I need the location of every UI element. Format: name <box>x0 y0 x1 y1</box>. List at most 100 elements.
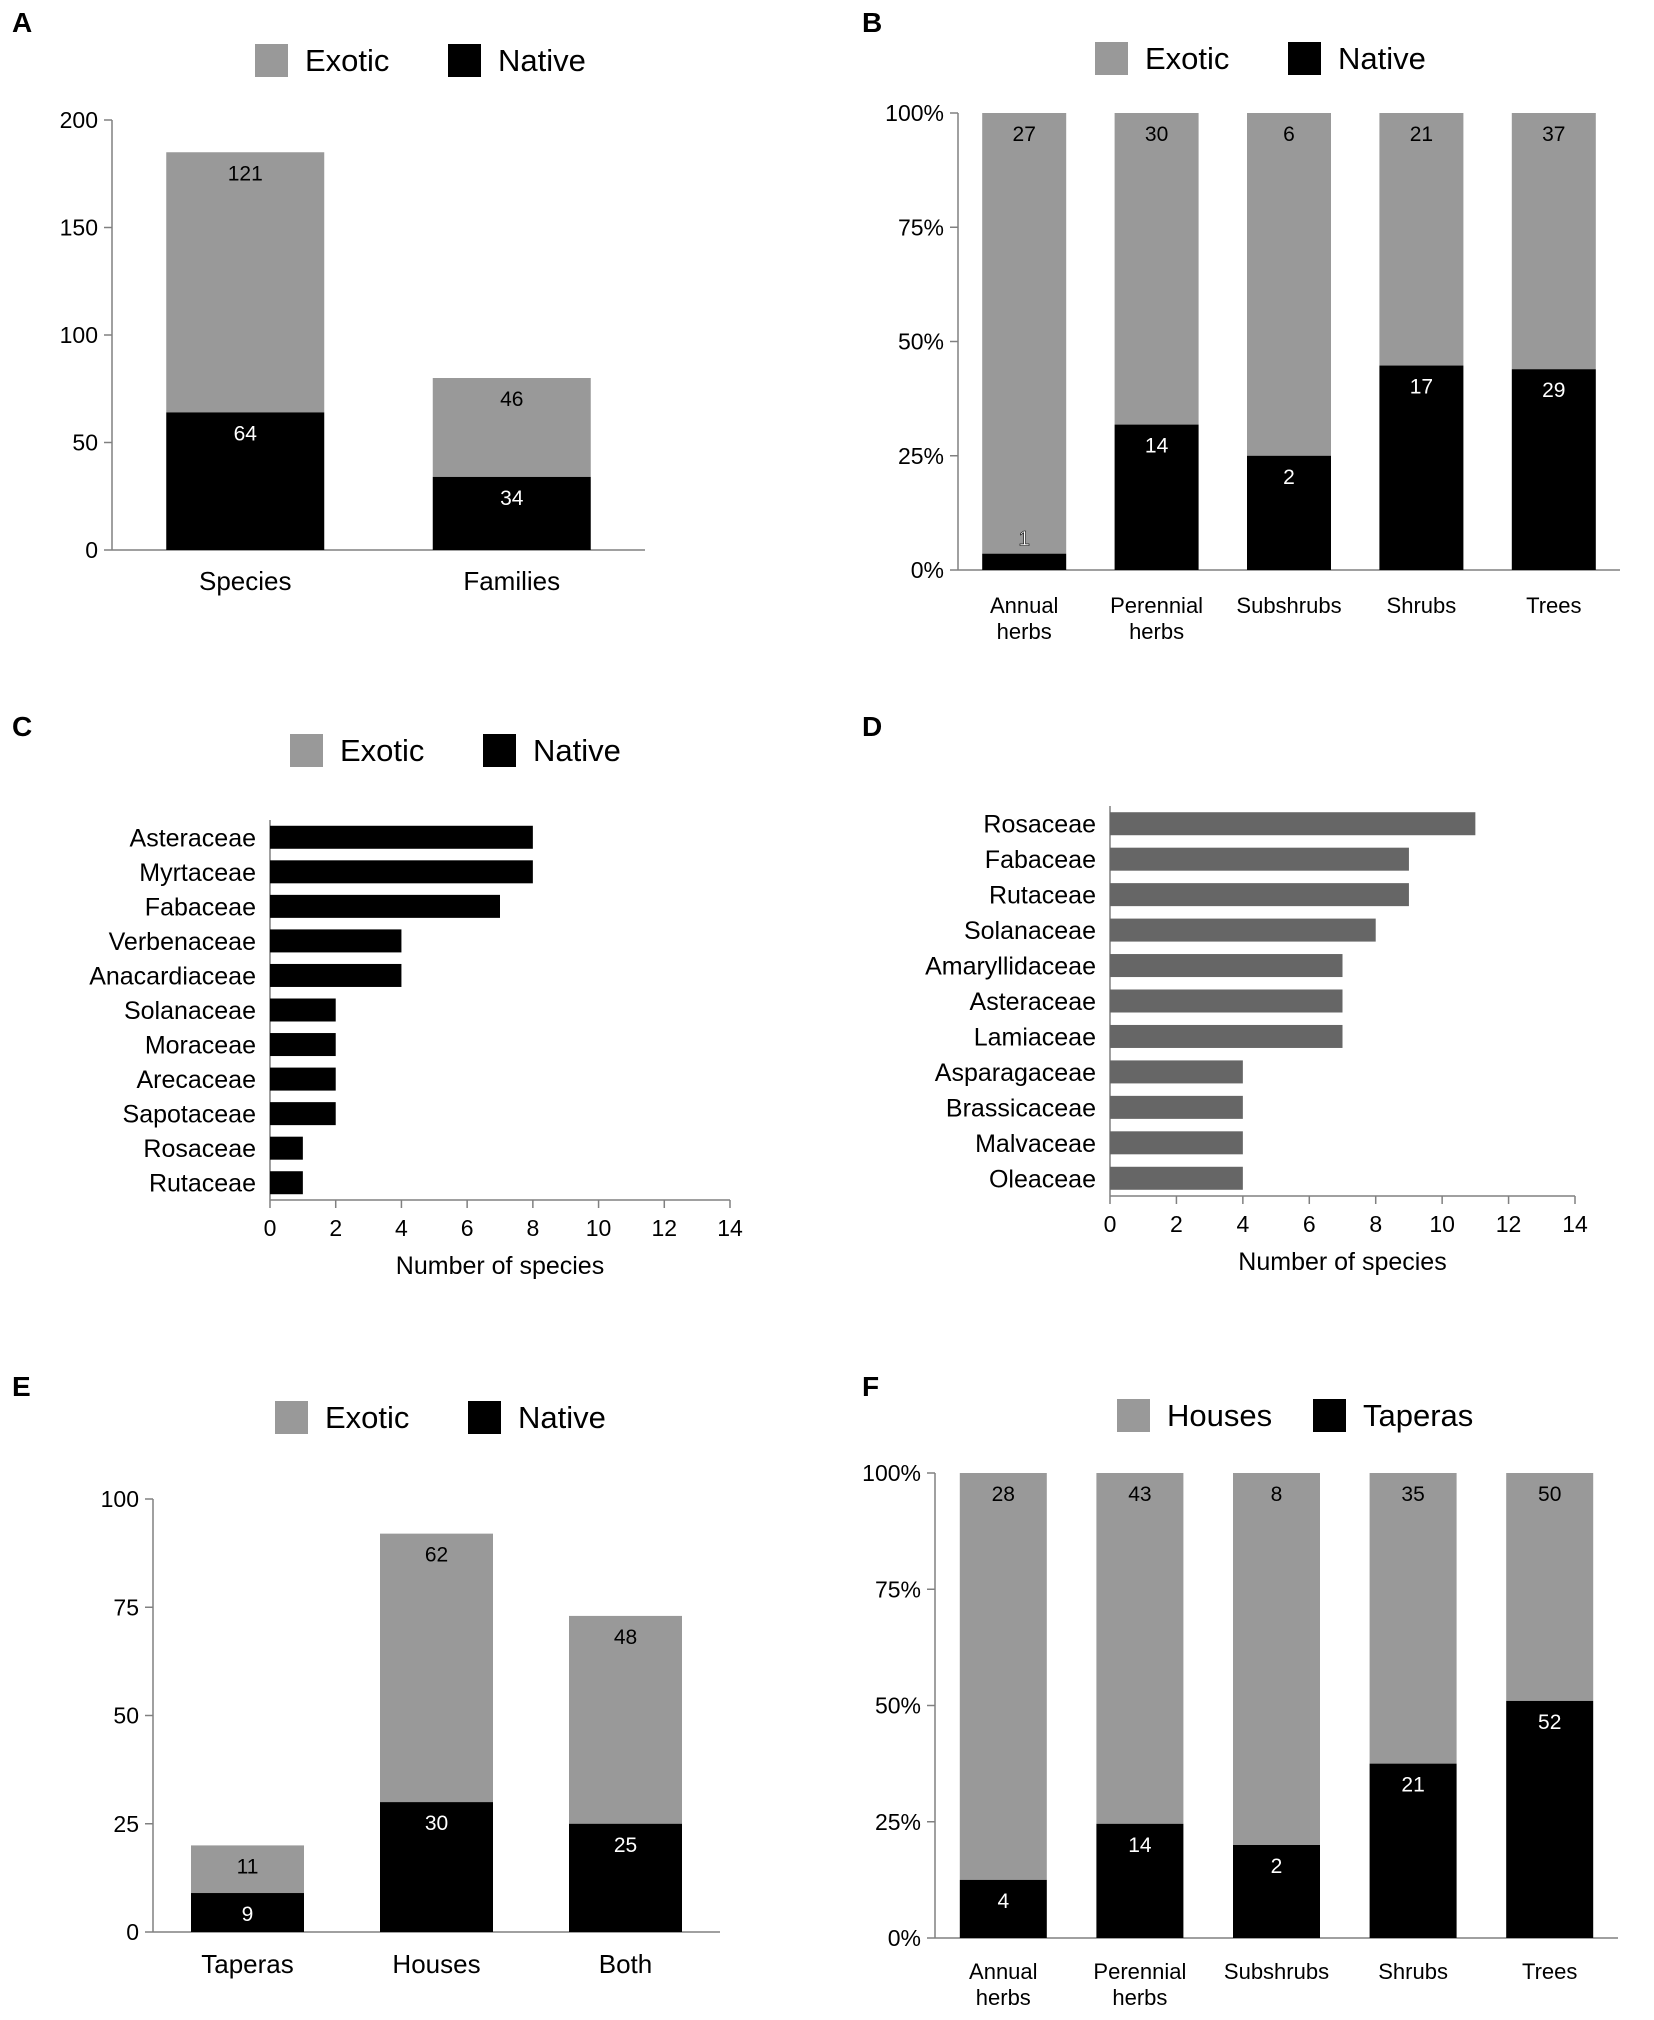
y-tick-label: 100% <box>885 100 944 126</box>
y-tick-label: 0% <box>911 557 944 583</box>
category-label: Species <box>199 566 292 596</box>
bar <box>270 894 500 918</box>
y-tick-label: 100 <box>60 322 98 348</box>
bar-exotic <box>569 1615 682 1824</box>
y-tick-label: 25% <box>898 443 944 469</box>
data-label-native: 14 <box>1145 435 1169 458</box>
bar-native <box>432 476 591 550</box>
data-label-taperas: 4 <box>997 1890 1009 1913</box>
data-label-taperas: 2 <box>1271 1855 1283 1878</box>
panel-letter: A <box>12 7 32 38</box>
bar <box>1110 954 1343 978</box>
category-label: Perennial <box>1110 593 1203 618</box>
family-label: Asparagaceae <box>935 1059 1096 1087</box>
x-tick-label: 0 <box>264 1215 277 1241</box>
legend-swatch-exotic <box>1095 42 1128 75</box>
panel-letter: D <box>862 711 882 742</box>
legend-label-native: Native <box>498 43 586 78</box>
category-label: herbs <box>1112 1985 1167 2010</box>
x-axis-title: Number of species <box>396 1252 604 1280</box>
bar-houses <box>1369 1473 1457 1764</box>
bar <box>1110 989 1343 1013</box>
bar-taperas <box>1369 1763 1457 1938</box>
data-label-taperas: 21 <box>1401 1774 1424 1797</box>
bar-exotic <box>1511 113 1596 370</box>
data-label-exotic: 6 <box>1283 123 1295 146</box>
category-label: Perennial <box>1093 1959 1186 1984</box>
bar-native <box>569 1823 682 1932</box>
data-label-native: 17 <box>1410 376 1433 399</box>
bar-exotic <box>1247 113 1331 456</box>
x-tick-label: 2 <box>329 1215 342 1241</box>
y-tick-label: 50% <box>898 329 944 355</box>
bar-houses <box>1233 1473 1320 1845</box>
data-label-houses: 43 <box>1128 1483 1151 1506</box>
x-tick-label: 0 <box>1104 1211 1117 1237</box>
family-label: Lamiaceae <box>974 1023 1096 1051</box>
legend-swatch-exotic <box>290 734 323 767</box>
family-label: Anacardiaceae <box>89 962 256 990</box>
bar-exotic <box>166 152 325 413</box>
legend-label-native: Native <box>518 1400 606 1435</box>
bar-houses <box>1096 1473 1184 1824</box>
category-label: herbs <box>976 1985 1031 2010</box>
legend-swatch-native <box>468 1401 501 1434</box>
bar <box>1110 1095 1243 1119</box>
category-label: Taperas <box>201 1949 294 1979</box>
legend-swatch-exotic <box>275 1401 308 1434</box>
family-label: Myrtaceae <box>139 859 256 887</box>
y-tick-label: 150 <box>60 215 98 241</box>
legend-swatch-exotic <box>255 44 288 77</box>
bar-taperas <box>1233 1845 1320 1938</box>
data-label-native: 2 <box>1283 466 1295 489</box>
category-label: Subshrubs <box>1224 1959 1329 1984</box>
data-label-native: 9 <box>242 1903 254 1926</box>
family-label: Amaryllidaceae <box>925 953 1096 981</box>
x-tick-label: 14 <box>717 1215 743 1241</box>
bar <box>1110 918 1376 942</box>
x-tick-label: 10 <box>586 1215 612 1241</box>
data-label-houses: 35 <box>1401 1483 1424 1506</box>
family-label: Asteraceae <box>970 988 1096 1016</box>
bar <box>270 860 533 884</box>
legend-swatch-taperas <box>1313 1399 1346 1432</box>
legend-label-exotic: Exotic <box>305 43 389 78</box>
legend-label-houses: Houses <box>1167 1398 1272 1433</box>
category-label: Trees <box>1522 1959 1577 1984</box>
x-tick-label: 8 <box>526 1215 539 1241</box>
y-tick-label: 0 <box>126 1919 139 1945</box>
x-tick-label: 10 <box>1429 1211 1455 1237</box>
family-label: Oleaceae <box>989 1165 1096 1193</box>
data-label-houses: 28 <box>992 1483 1015 1506</box>
category-label: Both <box>599 1949 653 1979</box>
panel-c: C Exotic Native 0 2 4 6 8 10 12 14 Asteraceae Myrtac… <box>12 711 743 1280</box>
category-label: Subshrubs <box>1236 593 1341 618</box>
panel-a: A Exotic Native 0 50 100 150 200 121 64 Species 46 3… <box>12 7 645 596</box>
family-label: Rutaceae <box>149 1170 256 1198</box>
bar <box>1110 1166 1243 1190</box>
category-label: Houses <box>392 1949 480 1979</box>
bar <box>270 1102 336 1126</box>
legend-label-exotic: Exotic <box>340 733 424 768</box>
y-tick-label: 0% <box>888 1925 921 1951</box>
panel-e: E Exotic Native 0 25 50 75 100 11 9 Taperas 62 30 Hou… <box>12 1371 720 1979</box>
family-label: Malvaceae <box>975 1130 1096 1158</box>
y-tick-label: 50 <box>72 430 98 456</box>
bar-houses <box>1506 1473 1594 1701</box>
y-tick-label: 0 <box>85 537 98 563</box>
legend-swatch-native <box>483 734 516 767</box>
bar <box>270 825 533 849</box>
x-tick-label: 6 <box>461 1215 474 1241</box>
bar <box>1110 883 1409 907</box>
legend-swatch-native <box>448 44 481 77</box>
family-label: Fabaceae <box>985 846 1096 874</box>
data-label-exotic: 46 <box>500 388 523 411</box>
category-label: Families <box>463 566 560 596</box>
y-tick-label: 75 <box>113 1594 139 1620</box>
bar-houses <box>959 1473 1047 1880</box>
family-label: Arecaceae <box>136 1066 256 1094</box>
y-tick-label: 50% <box>875 1693 921 1719</box>
legend-label-exotic: Exotic <box>1145 41 1229 76</box>
